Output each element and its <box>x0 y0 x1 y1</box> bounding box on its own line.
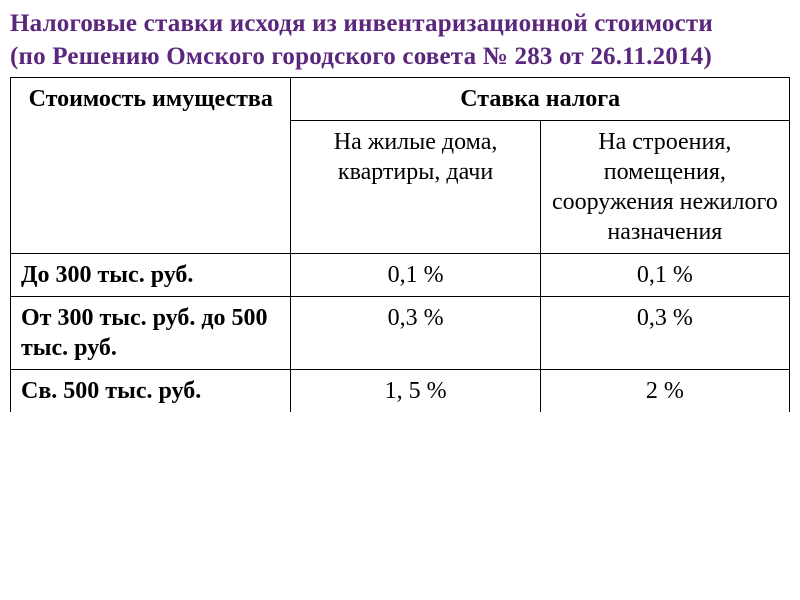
subheader-nonresidential: На строения, помещения, сооружения нежил… <box>540 121 789 254</box>
header-property-value: Стоимость имущества <box>11 78 291 254</box>
tax-rates-table: Стоимость имущества Ставка налога На жил… <box>10 77 790 412</box>
table-header-row: Стоимость имущества Ставка налога <box>11 78 790 121</box>
title-line-1: Налоговые ставки исходя из инвентаризаци… <box>10 10 713 37</box>
header-tax-rate: Ставка налога <box>291 78 790 121</box>
subheader-residential: На жилые дома, квартиры, дачи <box>291 121 540 254</box>
rate-nonresidential: 0,1 % <box>540 254 789 297</box>
rate-nonresidential: 0,3 % <box>540 297 789 370</box>
slide-container: Налоговые ставки исходя из инвентаризаци… <box>0 0 800 600</box>
row-label: Св. 500 тыс. руб. <box>11 370 291 413</box>
table-row: До 300 тыс. руб. 0,1 % 0,1 % <box>11 254 790 297</box>
row-label: До 300 тыс. руб. <box>11 254 291 297</box>
slide-title: Налоговые ставки исходя из инвентаризаци… <box>10 8 790 73</box>
table-row: От 300 тыс. руб. до 500 тыс. руб. 0,3 % … <box>11 297 790 370</box>
rate-residential: 0,3 % <box>291 297 540 370</box>
table-row: Св. 500 тыс. руб. 1, 5 % 2 % <box>11 370 790 413</box>
title-line-2: (по Решению Омского городского совета № … <box>10 43 712 70</box>
row-label: От 300 тыс. руб. до 500 тыс. руб. <box>11 297 291 370</box>
rate-residential: 0,1 % <box>291 254 540 297</box>
rate-nonresidential: 2 % <box>540 370 789 413</box>
rate-residential: 1, 5 % <box>291 370 540 413</box>
